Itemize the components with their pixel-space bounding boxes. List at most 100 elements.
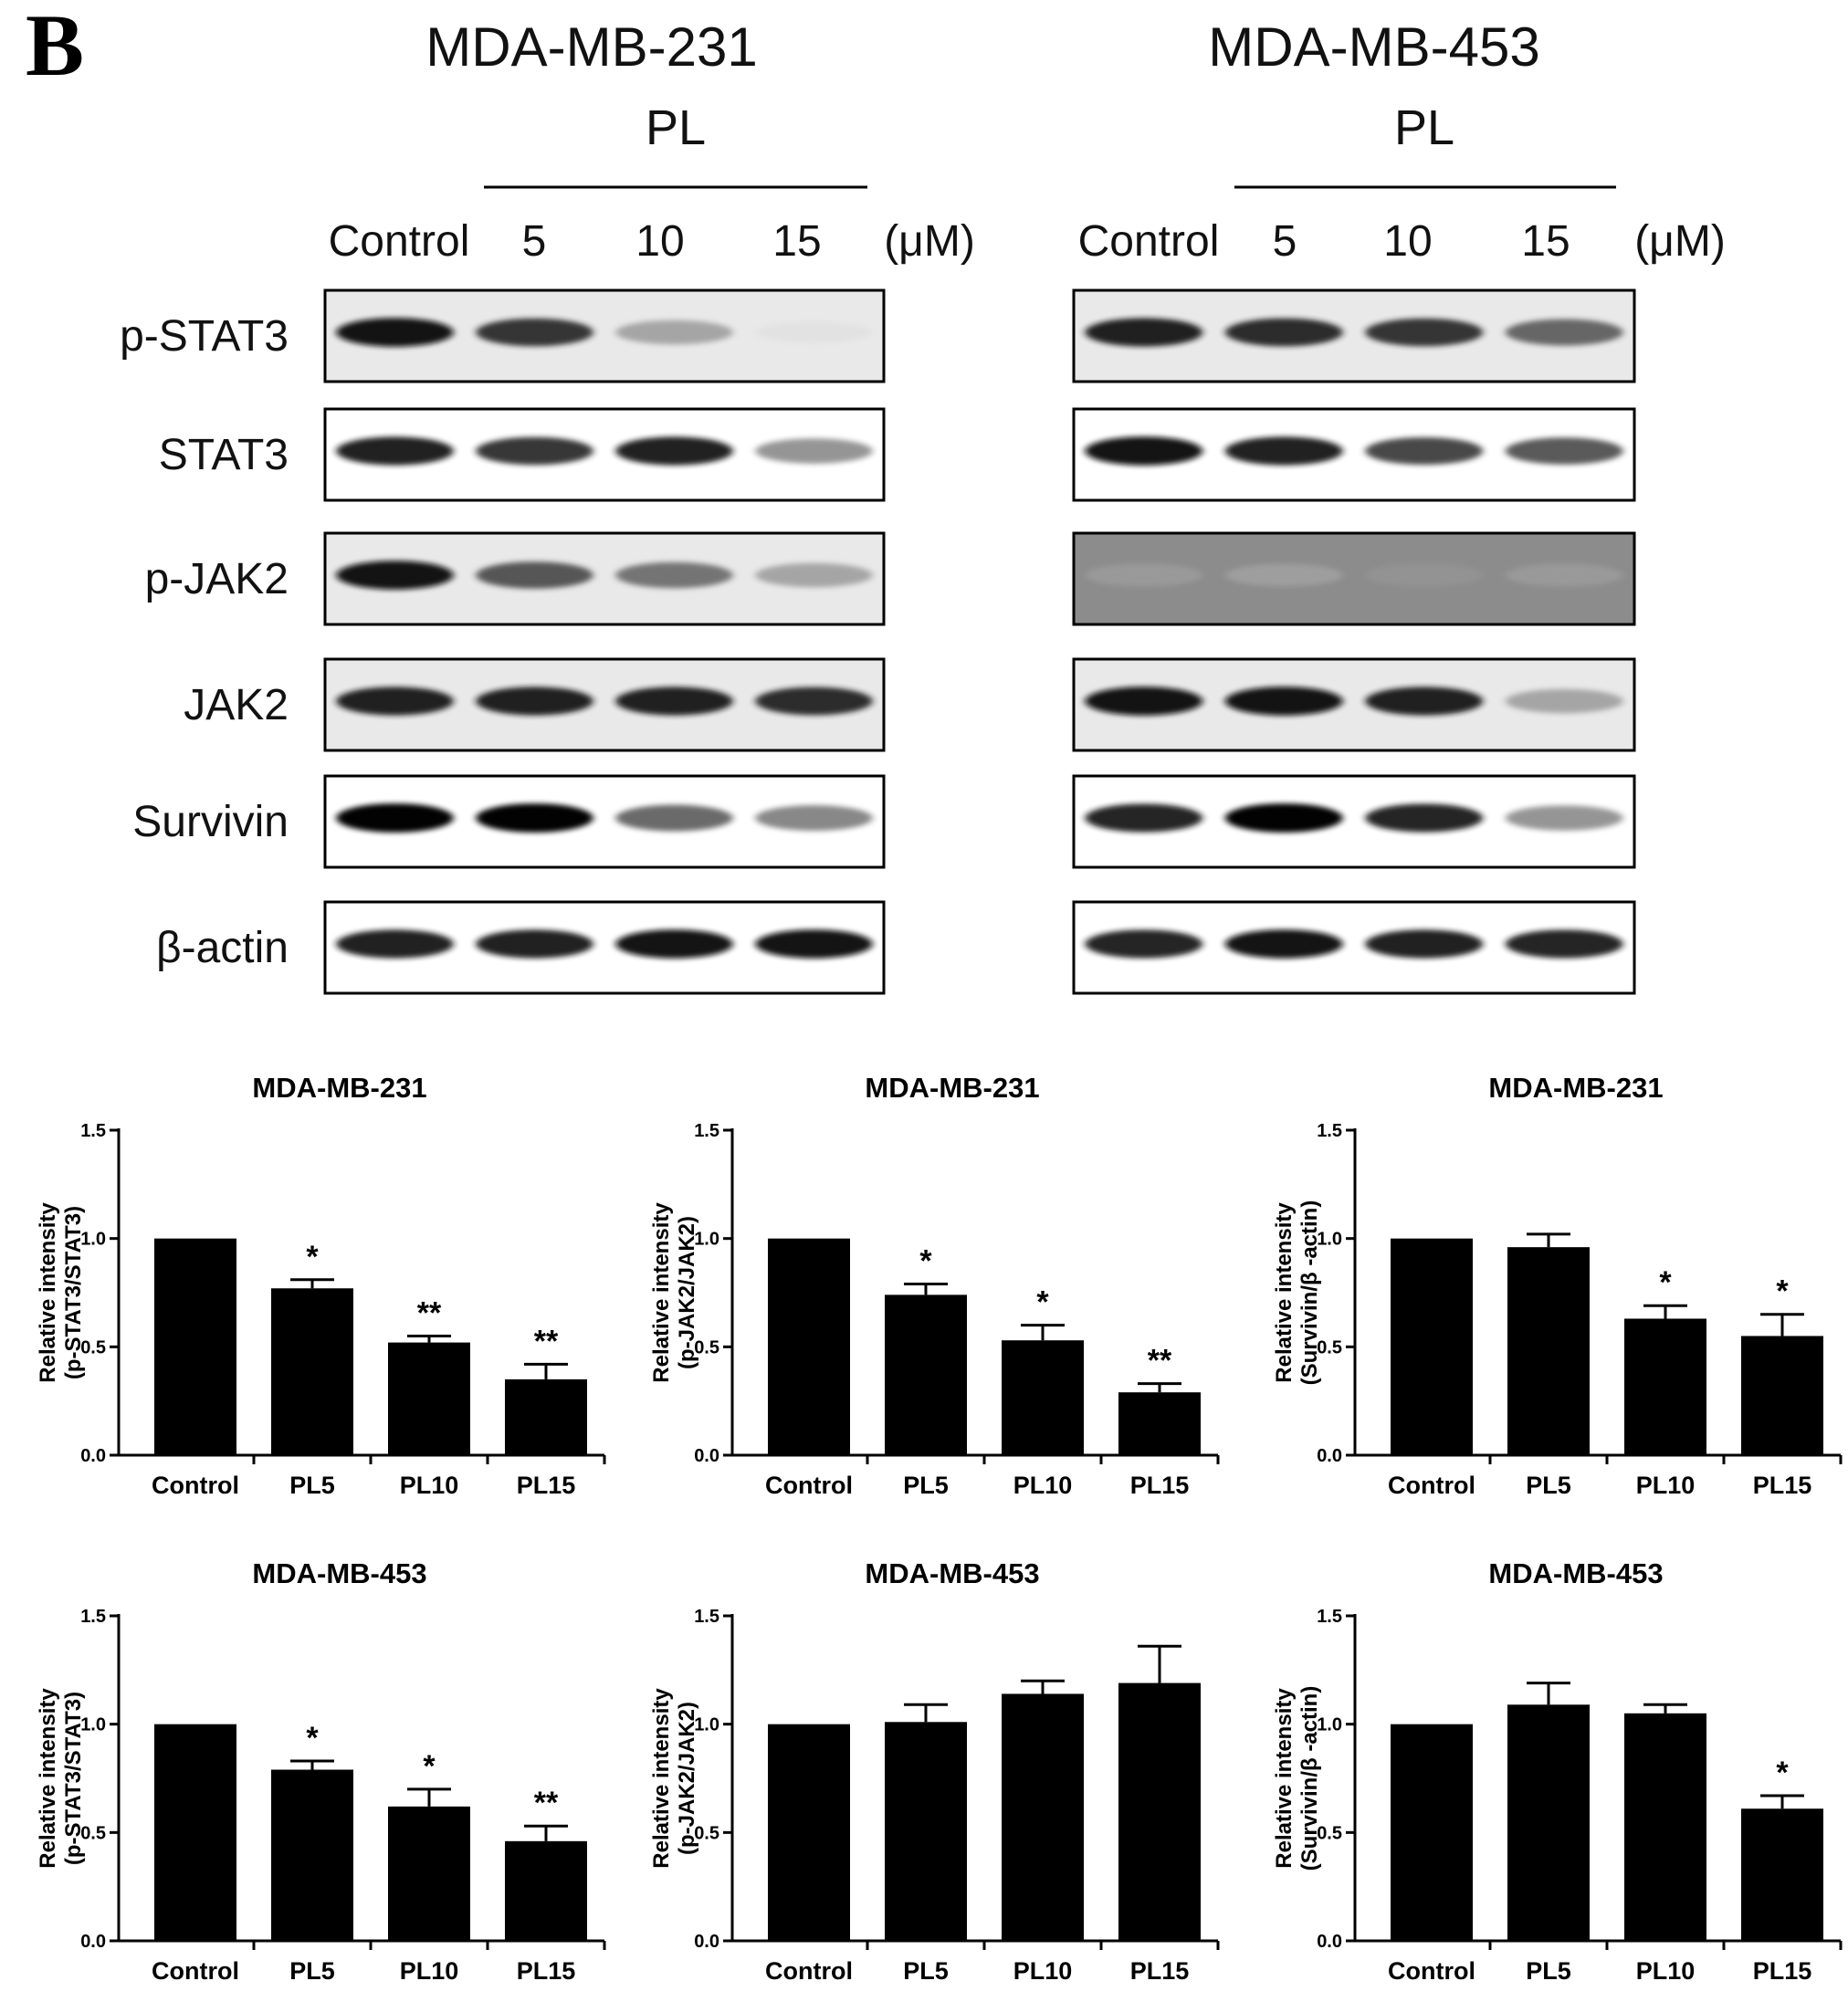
y-tick-label: 1.5 <box>694 1607 719 1627</box>
lane-label: 10 <box>1383 217 1432 266</box>
blot-band <box>615 687 733 716</box>
blot-band <box>1224 563 1343 587</box>
y-tick-label: 1.5 <box>694 1121 719 1141</box>
blot-band <box>1085 687 1203 716</box>
blot-band <box>615 929 733 959</box>
y-tick-label: 0.0 <box>80 1446 106 1466</box>
y-tick-label: 1.0 <box>694 1230 719 1250</box>
category-label: PL10 <box>1636 1472 1696 1499</box>
bar <box>154 1238 236 1455</box>
blot-band <box>1085 929 1203 959</box>
y-tick-label: 1.0 <box>80 1715 106 1735</box>
blot-band <box>476 929 593 959</box>
chart-title: MDA-MB-453 <box>252 1557 426 1589</box>
category-label: PL10 <box>1636 1957 1696 1985</box>
category-label: PL10 <box>1013 1957 1073 1985</box>
blot-row <box>323 288 886 383</box>
category-label: PL10 <box>400 1472 459 1499</box>
blot-band <box>1365 687 1484 716</box>
bar-chart-2: MDA-MB-231 0.0 0.5 1.0 1.5 Relative intensity… <box>649 1072 1220 1499</box>
y-axis-label-line: Relative intensity <box>36 1202 60 1383</box>
y-tick-label: 0.5 <box>80 1337 106 1357</box>
western-blots: MDA-MB-231 PL Control 5 10 15 (μM) p-STAT3 STAT3… <box>120 16 1726 995</box>
blot-band <box>1085 436 1203 466</box>
blot-band <box>755 687 873 716</box>
blot-band <box>336 803 454 833</box>
category-label: Control <box>152 1957 239 1985</box>
category-label: PL10 <box>1013 1472 1073 1499</box>
bar-chart-5: MDA-MB-453 0.0 0.5 1.0 1.5 Relative intensity… <box>649 1557 1220 1985</box>
blot-row <box>1072 657 1636 752</box>
category-label: PL5 <box>903 1957 949 1985</box>
category-label: PL15 <box>517 1472 576 1499</box>
bar <box>885 1294 967 1455</box>
blot-band <box>1085 803 1203 833</box>
bar <box>1507 1247 1590 1455</box>
significance-marker: * <box>919 1244 932 1279</box>
y-tick-label: 0.0 <box>80 1932 106 1952</box>
category-label: PL5 <box>289 1472 335 1499</box>
y-tick-label: 0.0 <box>1317 1446 1342 1466</box>
y-axis-label-line: (p-JAK2/JAK2) <box>675 1216 699 1369</box>
y-axis-label: Relative intensity(p-JAK2/JAK2) <box>649 1688 699 1869</box>
chart-title: MDA-MB-453 <box>865 1557 1039 1589</box>
significance-marker: * <box>1036 1285 1049 1320</box>
blot-row <box>1072 531 1636 626</box>
category-label: PL5 <box>903 1472 949 1499</box>
category-label: Control <box>765 1472 853 1499</box>
lane-label: 15 <box>772 217 821 266</box>
unit-label: (μM) <box>884 217 975 266</box>
protein-label: p-JAK2 <box>145 555 289 603</box>
blot-cell-line: MDA-MB-453 <box>1208 16 1539 78</box>
blot-row <box>323 531 886 626</box>
blot-band <box>336 561 454 590</box>
blot-treatment-label: PL <box>646 100 706 155</box>
blot-1: MDA-MB-231 PL Control 5 10 15 (μM) p-STAT3 STAT3… <box>120 16 975 995</box>
y-axis-label: Relative intensity(p-STAT3/STAT3) <box>36 1688 86 1869</box>
blot-row <box>1072 774 1636 869</box>
blot-band <box>1365 563 1484 587</box>
y-axis-label: Relative intensity(p-JAK2/JAK2) <box>649 1202 699 1383</box>
significance-marker: * <box>306 1240 319 1274</box>
blot-band <box>336 687 454 716</box>
y-axis-label-line: Relative intensity <box>1272 1202 1297 1383</box>
y-axis-label-line: (p-STAT3/STAT3) <box>61 1692 86 1865</box>
lane-label: 10 <box>635 217 684 266</box>
blot-band <box>1365 929 1484 959</box>
category-label: PL15 <box>517 1957 576 1985</box>
blot-row <box>323 657 886 752</box>
blot-band <box>336 318 454 347</box>
significance-marker: ** <box>534 1324 559 1358</box>
significance-marker: ** <box>417 1295 442 1330</box>
blot-row <box>323 407 886 502</box>
blot-band <box>1224 803 1343 833</box>
y-tick-label: 1.5 <box>80 1607 106 1627</box>
blot-band <box>1085 318 1203 347</box>
y-tick-label: 0.5 <box>694 1823 719 1843</box>
blot-band <box>1365 437 1484 465</box>
blot-band <box>755 562 873 588</box>
blot-band <box>1505 437 1623 465</box>
lane-label: 15 <box>1521 217 1570 266</box>
blot-cell-line: MDA-MB-231 <box>425 16 757 78</box>
lane-label: Control <box>1078 217 1220 266</box>
y-tick-label: 1.0 <box>80 1230 106 1250</box>
blot-row <box>1072 407 1636 502</box>
category-label: Control <box>765 1957 853 1985</box>
blot-band <box>1505 319 1623 346</box>
significance-marker: * <box>423 1749 436 1784</box>
y-axis-label-line: Relative intensity <box>649 1688 674 1869</box>
bar <box>388 1342 470 1455</box>
blot-row <box>323 774 886 869</box>
bar-chart-6: MDA-MB-453 0.0 0.5 1.0 1.5 Relative intensity… <box>1272 1557 1843 1985</box>
bar <box>1624 1713 1706 1941</box>
category-label: PL15 <box>1753 1957 1812 1985</box>
y-tick-label: 1.5 <box>80 1121 106 1141</box>
blot-band <box>615 436 733 466</box>
blot-band <box>1224 929 1343 959</box>
bar-chart-1: MDA-MB-231 0.0 0.5 1.0 1.5 Relative intensity… <box>36 1072 606 1499</box>
blot-band <box>1224 318 1343 347</box>
category-label: PL15 <box>1130 1957 1190 1985</box>
bar <box>388 1806 470 1941</box>
